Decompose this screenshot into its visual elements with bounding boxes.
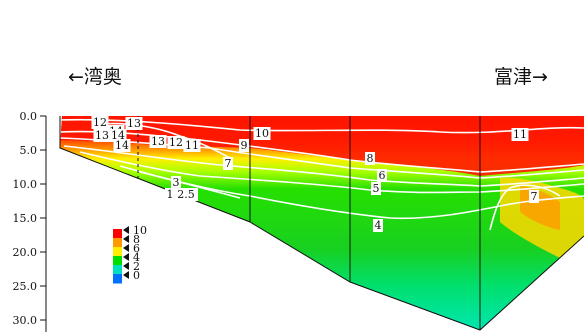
contour-label-bg [529,190,539,203]
contour-label-bg [174,188,198,201]
contour-label-bg [253,127,271,140]
contour-label-bg [91,116,109,129]
legend-pointer [123,226,129,234]
legend-label: 2 [133,260,140,273]
contour-label: 7 [225,157,232,170]
contour-label: 2.5 [177,188,195,201]
legend-swatch [113,256,122,266]
legend-swatch [113,238,122,248]
y-tick-label: 30.0 [13,314,38,327]
contour-label: 13 [95,129,109,142]
contour-label: 14 [115,139,129,152]
direction-label-right: 富津→ [494,66,548,88]
y-tick-label: 0.0 [20,110,38,123]
legend-pointer [123,244,129,252]
legend-pointer [123,253,129,261]
contour-label-bg [365,152,375,165]
y-tick-label: 20.0 [13,246,38,259]
contour-label: 6 [379,169,386,182]
contour-label: 11 [513,128,527,141]
contour-label-bg [183,139,201,152]
contour-label: 14 [111,129,125,142]
contour-label: 12 [169,136,183,149]
contour-label-bg [377,169,387,182]
contour-label-bg [223,157,233,170]
contour-label: 8 [367,152,374,165]
contour-label-bg [113,139,131,152]
contour-label-bg [167,136,185,149]
legend-label: 4 [133,251,140,264]
legend-swatch [113,229,122,239]
legend-label: 8 [133,233,140,246]
legend-pointer [123,271,129,279]
contour-label: 9 [241,139,248,152]
y-axis: 0.0 5.0 10.0 15.0 20.0 25.0 30.0 [13,110,47,332]
legend-label: 0 [133,269,140,282]
y-tick-label: 10.0 [13,178,38,191]
contour-label: 3 [173,176,180,189]
contour-label: 13 [127,117,141,130]
legend-swatch [113,274,122,284]
legend-label: 10 [133,224,147,237]
station-lines [137,116,481,330]
contour-label: 11 [185,139,199,152]
contour-label: 13 [151,135,165,148]
contour-label: 12 [93,116,107,129]
y-tick-label: 25.0 [13,280,38,293]
contour-label: 4 [375,219,382,232]
contour-label-bg [93,129,111,142]
contour-label: 7 [531,190,538,203]
contour-label-bg [371,182,381,195]
contour-label: 5 [373,182,380,195]
y-tick-label: 5.0 [20,144,38,157]
legend-pointer [123,262,129,270]
legend-swatch [113,247,122,257]
direction-label-left: ←湾奥 [68,66,122,88]
contour-label-bg [165,188,175,201]
contour-label-bg [109,129,127,142]
legend-swatch [113,265,122,275]
y-tick-label: 15.0 [13,212,38,225]
contour-label: 10 [255,127,269,140]
contour-label-bg [239,139,249,152]
contour-label-bg [149,135,167,148]
legend-label: 6 [133,242,140,255]
section-outline [59,116,584,331]
contour-label: 1 [167,188,174,201]
contour-label-bg [511,128,529,141]
legend-pointer [123,235,129,243]
contour-label-bg [373,219,383,232]
contour-label-bg [125,117,143,130]
section-field [60,116,584,330]
contour-label-bg [171,176,181,189]
